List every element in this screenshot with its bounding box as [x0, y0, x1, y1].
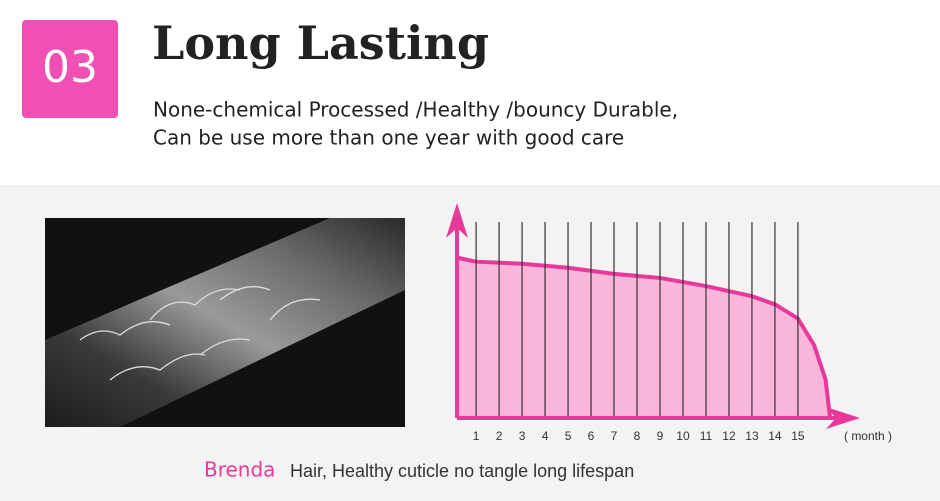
x-tick-label: 2 [496, 429, 503, 443]
x-tick-label: 12 [722, 429, 736, 443]
x-tick-label: 5 [565, 429, 572, 443]
x-tick-label: 14 [768, 429, 782, 443]
x-tick-label: 1 [473, 429, 480, 443]
photo [45, 218, 405, 427]
x-tick-label: 7 [611, 429, 618, 443]
x-tick-label: 8 [634, 429, 641, 443]
x-tick-label: 11 [700, 429, 713, 443]
area-fill [457, 257, 831, 418]
x-arrow [826, 407, 860, 429]
x-tick-label: 4 [542, 429, 549, 443]
title: Long Lasting [152, 16, 489, 70]
x-tick-label: 6 [588, 429, 595, 443]
x-axis-label: ( month ) [844, 429, 892, 443]
subtitle: None-chemical Processed /Healthy /bouncy… [153, 98, 678, 122]
y-arrow [446, 203, 468, 238]
x-tick-label: 13 [745, 429, 759, 443]
hair-strand [45, 218, 405, 427]
caption-text: Hair, Healthy cuticle no tangle long lif… [290, 461, 634, 481]
cuticle [79, 286, 321, 381]
x-tick-label: 10 [676, 429, 690, 443]
badge [22, 20, 118, 118]
x-tick-label: 3 [519, 429, 526, 443]
chart: 1 2 3 4 5 6 7 8 9 10 11 12 13 14 15( month ) [446, 203, 892, 443]
caption-brand: Brenda [204, 458, 275, 482]
badge-text: 03 [42, 42, 98, 93]
x-tick-label: 15 [791, 429, 805, 443]
x-tick-label: 9 [657, 429, 664, 443]
subtitle: Can be use more than one year with good … [153, 126, 624, 150]
